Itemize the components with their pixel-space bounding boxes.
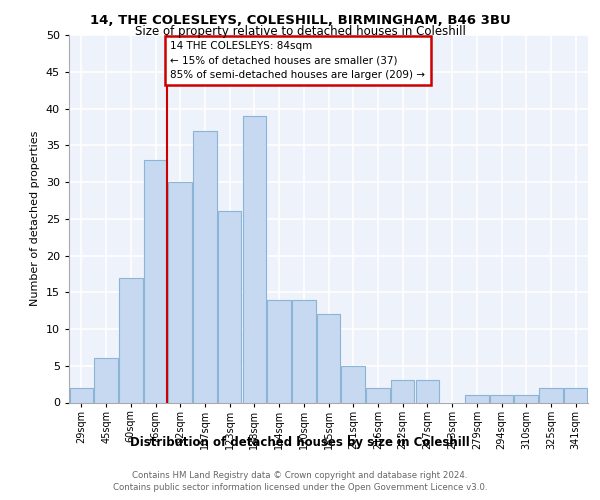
Bar — [490, 395, 513, 402]
Y-axis label: Number of detached properties: Number of detached properties — [30, 131, 40, 306]
Text: Contains public sector information licensed under the Open Government Licence v3: Contains public sector information licen… — [113, 483, 487, 492]
Bar — [242, 116, 266, 403]
Bar — [94, 358, 118, 403]
Bar — [564, 388, 587, 402]
Text: Distribution of detached houses by size in Coleshill: Distribution of detached houses by size … — [130, 436, 470, 449]
Text: Size of property relative to detached houses in Coleshill: Size of property relative to detached ho… — [134, 25, 466, 38]
Text: 14 THE COLESLEYS: 84sqm
← 15% of detached houses are smaller (37)
85% of semi-de: 14 THE COLESLEYS: 84sqm ← 15% of detache… — [170, 41, 425, 80]
Text: Contains HM Land Registry data © Crown copyright and database right 2024.: Contains HM Land Registry data © Crown c… — [132, 472, 468, 480]
Bar — [119, 278, 143, 402]
Bar — [416, 380, 439, 402]
Bar — [169, 182, 192, 402]
Text: 14, THE COLESLEYS, COLESHILL, BIRMINGHAM, B46 3BU: 14, THE COLESLEYS, COLESHILL, BIRMINGHAM… — [89, 14, 511, 27]
Bar — [268, 300, 291, 403]
Bar — [292, 300, 316, 403]
Bar — [514, 395, 538, 402]
Bar — [465, 395, 488, 402]
Bar — [317, 314, 340, 402]
Bar — [218, 212, 241, 402]
Bar — [391, 380, 415, 402]
Bar — [70, 388, 93, 402]
Bar — [539, 388, 563, 402]
Bar — [193, 130, 217, 402]
Bar — [366, 388, 389, 402]
Bar — [341, 366, 365, 403]
Bar — [144, 160, 167, 402]
